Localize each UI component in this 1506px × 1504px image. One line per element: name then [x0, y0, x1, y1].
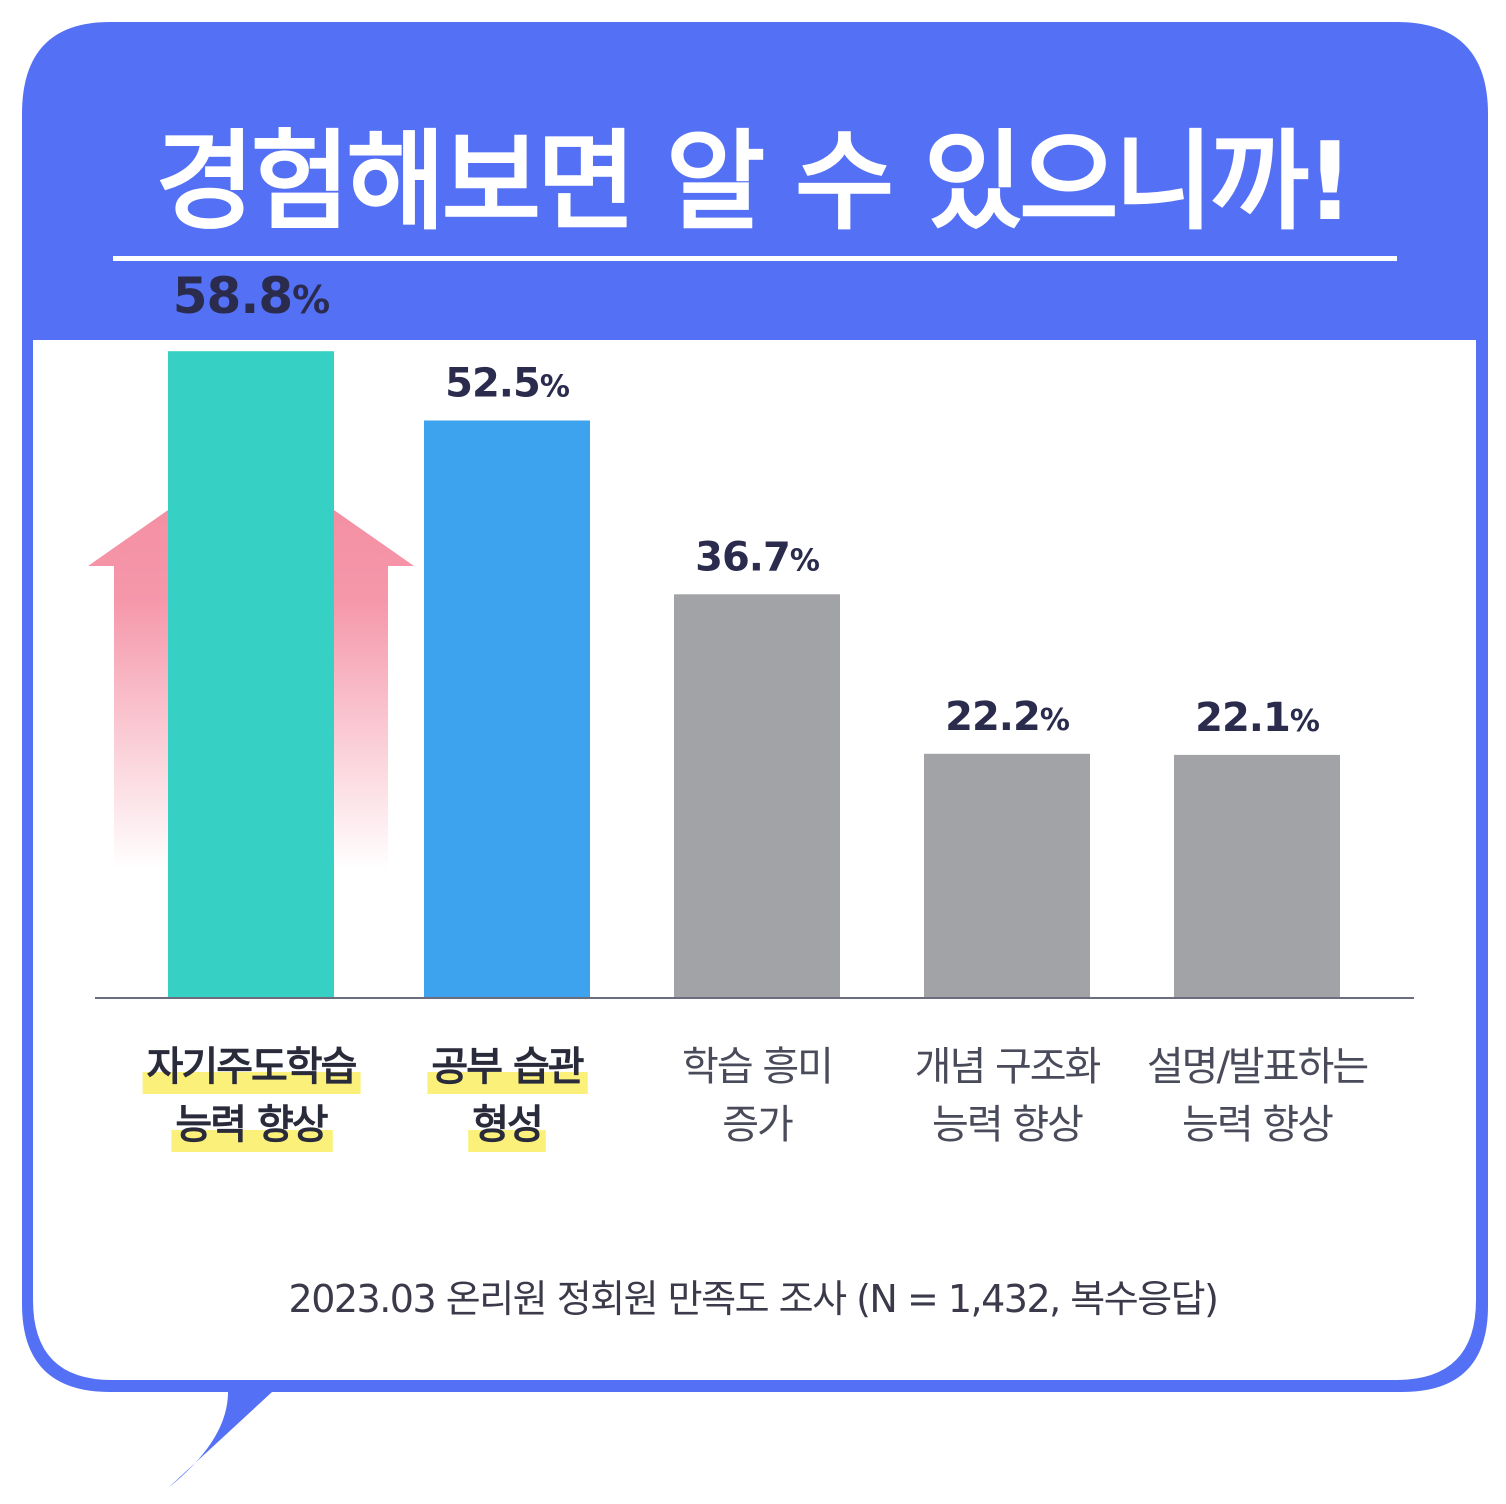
svg-text:설명/발표하는: 설명/발표하는 [1147, 1044, 1367, 1090]
category-label-2-line-1: 공부 습관 [427, 1044, 588, 1094]
svg-text:능력 향상: 능력 향상 [175, 1102, 328, 1148]
svg-text:학습 흥미: 학습 흥미 [682, 1044, 832, 1090]
label-highlight-mark [171, 1130, 333, 1152]
category-label-5-line-2: 능력 향상 [1182, 1102, 1335, 1148]
bar-5 [1174, 754, 1340, 998]
category-label-3-line-2: 증가 [722, 1102, 795, 1148]
category-label-1-line-2: 능력 향상 [171, 1102, 333, 1152]
svg-text:형성: 형성 [472, 1102, 542, 1148]
svg-text:증가: 증가 [722, 1102, 793, 1148]
svg-text:공부 습관: 공부 습관 [431, 1044, 583, 1090]
value-label-1: 58.8% [173, 267, 329, 325]
title-underline [113, 256, 1397, 261]
bar-4 [924, 753, 1090, 998]
value-label-4: 22.2% [945, 694, 1070, 740]
value-label-2: 52.5% [445, 361, 570, 407]
svg-text:능력 향상: 능력 향상 [932, 1102, 1083, 1148]
category-label-4-line-1: 개념 구조화 [915, 1044, 1103, 1090]
svg-text:개념 구조화: 개념 구조화 [915, 1044, 1101, 1090]
category-label-1-line-1: 자기주도학습 [142, 1044, 361, 1094]
svg-text:능력 향상: 능력 향상 [1182, 1102, 1333, 1148]
svg-text:자기주도학습: 자기주도학습 [147, 1044, 357, 1090]
bar-2 [424, 420, 590, 998]
value-label-3: 36.7% [695, 534, 820, 580]
value-label-5: 22.1% [1195, 695, 1320, 741]
label-highlight-mark [427, 1072, 588, 1094]
category-label-3-line-1: 학습 흥미 [682, 1044, 834, 1090]
bar-1 [168, 351, 334, 998]
category-label-4-line-2: 능력 향상 [932, 1102, 1085, 1148]
bar-3 [674, 594, 840, 998]
label-highlight-mark [142, 1072, 361, 1094]
label-highlight-mark [468, 1130, 546, 1152]
headline-title: 경험해보면 알 수 있으니까! [155, 120, 1354, 245]
category-label-5-line-1: 설명/발표하는 [1147, 1044, 1369, 1090]
category-label-2-line-2: 형성 [468, 1102, 546, 1152]
survey-source-note: 2023.03 온리원 정회원 만족도 조사 (N = 1,432, 복수응답) [288, 1277, 1219, 1321]
